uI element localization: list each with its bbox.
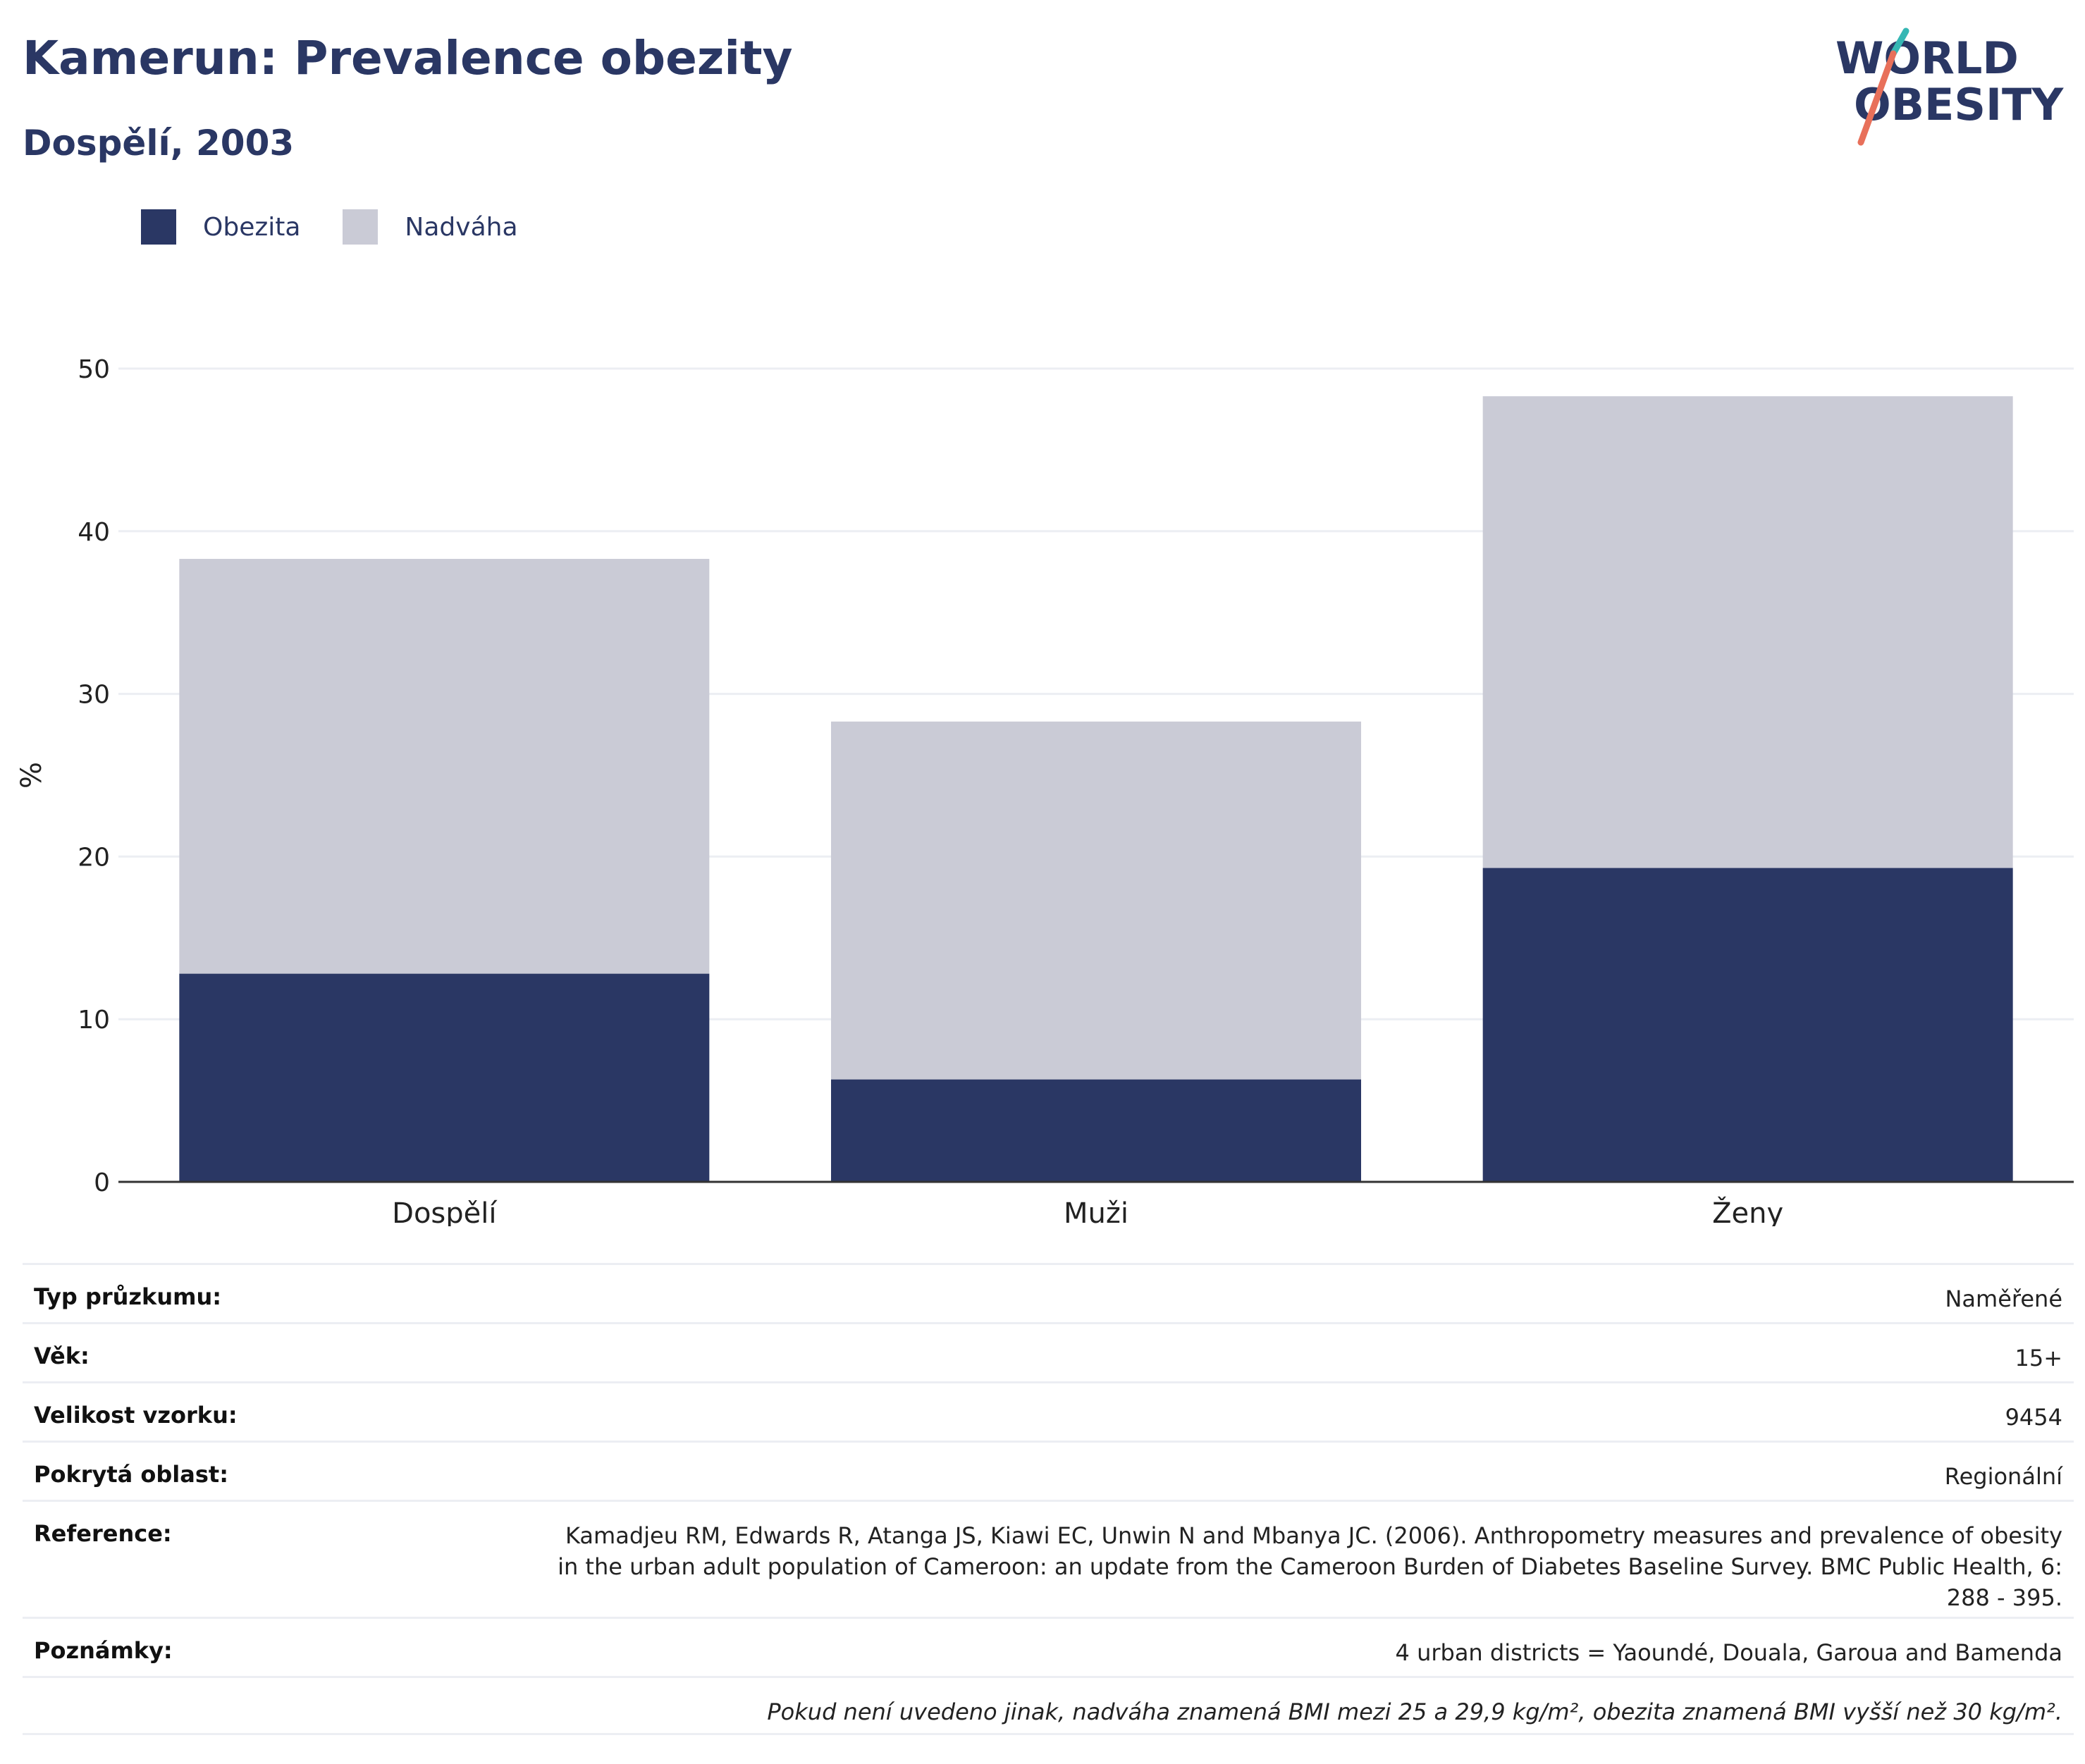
y-tick-label-30: 30 [78, 681, 110, 710]
meta-value-survey-type: Naměřené [1945, 1285, 2062, 1312]
page-title: Kamerun: Prevalence obezity [23, 31, 793, 85]
meta-value-reference: Kamadjeu RM, Edwards R, Atanga JS, Kiawi… [558, 1522, 2062, 1611]
bar-nadvaha-2[interactable] [1482, 396, 2013, 868]
meta-label-notes: Poznámky: [34, 1637, 173, 1664]
meta-label-area: Pokrytá oblast: [34, 1461, 228, 1488]
meta-label-age: Věk: [34, 1343, 90, 1369]
bar-obezita-0[interactable] [179, 973, 710, 1182]
legend-item-obezita[interactable]: Obezita [141, 209, 300, 245]
bar-nadvaha-0[interactable] [179, 559, 710, 974]
legend-label-obezita: Obezita [203, 212, 301, 242]
meta-value-area: Regionální [1944, 1463, 2062, 1490]
y-tick-labels: 0 10 20 30 40 50 [78, 355, 110, 1197]
meta-label-survey-type: Typ průzkumu: [34, 1283, 222, 1310]
x-tick-labels: Dospělí Muži Ženy [392, 1196, 1783, 1226]
y-tick-label-10: 10 [78, 1006, 110, 1035]
meta-row-area: Pokrytá oblast: Regionální [23, 1441, 2074, 1500]
meta-row-footnote: Pokud není uvedeno jinak, nadváha znamen… [23, 1676, 2074, 1735]
bar-nadvaha-1[interactable] [831, 721, 1361, 1080]
logo-line1: WORLD [1835, 32, 2019, 84]
footnote-text: Pokud není uvedeno jinak, nadváha znamen… [767, 1698, 2062, 1725]
y-axis-label: % [16, 762, 48, 789]
meta-row-age: Věk: 15+ [23, 1322, 2074, 1381]
meta-label-reference: Reference: [34, 1520, 172, 1547]
bar-obezita-2[interactable] [1482, 868, 2013, 1182]
legend-swatch-nadvaha [343, 209, 379, 245]
meta-value-sample-size: 9454 [2005, 1404, 2062, 1431]
x-tick-label-2: Ženy [1712, 1196, 1783, 1226]
bars [179, 396, 2013, 1182]
page-subtitle: Dospělí, 2003 [23, 123, 295, 164]
meta-value-age: 15+ [2015, 1345, 2062, 1371]
meta-row-reference: Reference: Kamadjeu RM, Edwards R, Atang… [23, 1500, 2074, 1617]
meta-row-notes: Poznámky: 4 urban districts = Yaoundé, D… [23, 1617, 2074, 1676]
meta-label-sample-size: Velikost vzorku: [34, 1402, 238, 1429]
x-tick-label-0: Dospělí [392, 1197, 498, 1226]
legend-swatch-obezita [141, 209, 176, 245]
y-tick-label-50: 50 [78, 355, 110, 384]
legend-label-nadvaha: Nadváha [405, 212, 518, 242]
x-tick-label-1: Muži [1064, 1197, 1128, 1226]
y-tick-label-20: 20 [78, 843, 110, 872]
bar-obezita-1[interactable] [831, 1079, 1361, 1182]
y-tick-label-40: 40 [78, 518, 110, 547]
world-obesity-logo: WORLD OBESITY [1835, 27, 2064, 146]
stacked-bar-chart: 0 10 20 30 40 50 Dospělí Muži Ženy % [16, 355, 2074, 1226]
logo-line2: OBESITY [1854, 79, 2064, 130]
chart-legend: Obezita Nadváha [141, 209, 560, 245]
y-tick-label-0: 0 [94, 1168, 110, 1197]
meta-row-sample-size: Velikost vzorku: 9454 [23, 1381, 2074, 1441]
meta-value-notes: 4 urban districts = Yaoundé, Douala, Gar… [1395, 1639, 2062, 1666]
meta-row-survey-type: Typ průzkumu: Naměřené [23, 1263, 2074, 1322]
legend-item-nadvaha[interactable]: Nadváha [343, 209, 518, 245]
survey-metadata: Typ průzkumu: Naměřené Věk: 15+ Velikost… [23, 1263, 2074, 1735]
